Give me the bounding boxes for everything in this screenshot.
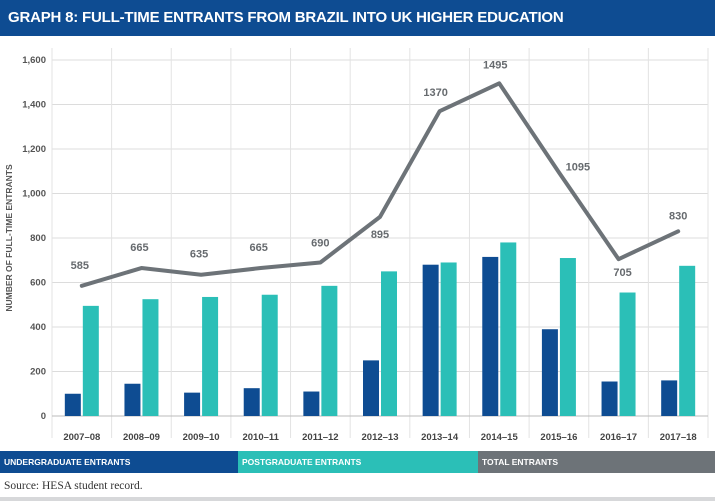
x-tick-label: 2013–14	[421, 432, 459, 443]
legend-item: POSTGRADUATE ENTRANTS	[238, 451, 478, 473]
legend-item: TOTAL ENTRANTS	[478, 451, 715, 473]
source-note: Source: HESA student record.	[4, 480, 143, 492]
undergraduate-bar	[64, 393, 81, 416]
chart-title: GRAPH 8: FULL-TIME ENTRANTS FROM BRAZIL …	[8, 9, 564, 26]
total-data-label: 585	[71, 260, 89, 272]
postgraduate-bar	[321, 285, 338, 416]
total-data-label: 1370	[423, 87, 447, 99]
legend-item: UNDERGRADUATE ENTRANTS	[0, 451, 238, 473]
chart-area: 0 200 400 600 800 1,000 1,200 1,400 1,600 NUMBER …	[4, 48, 709, 443]
bottom-rule	[0, 497, 715, 501]
title-bar: GRAPH 8: FULL-TIME ENTRANTS FROM BRAZIL …	[0, 0, 715, 36]
x-tick-label: 2014–15	[481, 432, 519, 443]
undergraduate-bar	[303, 391, 320, 416]
y-tick-label: 400	[30, 322, 46, 333]
legend-label: TOTAL ENTRANTS	[482, 457, 559, 467]
total-data-label: 1495	[483, 59, 507, 71]
postgraduate-bar	[202, 296, 219, 416]
postgraduate-bar	[82, 305, 99, 416]
postgraduate-bar	[559, 258, 576, 416]
undergraduate-bar	[601, 381, 618, 416]
y-tick-label: 1,600	[22, 55, 46, 66]
total-data-label: 705	[613, 267, 631, 279]
postgraduate-bar	[261, 294, 278, 416]
total-data-label: 895	[371, 229, 389, 241]
undergraduate-bar	[482, 256, 499, 416]
legend-label: POSTGRADUATE ENTRANTS	[242, 457, 362, 467]
undergraduate-bar	[363, 360, 379, 416]
x-tick-label: 2011–12	[302, 432, 338, 443]
x-tick-label: 2015–16	[540, 432, 577, 443]
total-data-label: 635	[190, 249, 208, 261]
x-tick-label: 2010–11	[242, 432, 279, 443]
y-tick-label: 0	[41, 411, 46, 422]
postgraduate-bar	[381, 271, 397, 416]
x-tick-label: 2017–18	[660, 432, 697, 443]
postgraduate-bar	[440, 262, 457, 416]
postgraduate-bar	[500, 242, 517, 416]
y-tick-label: 1,200	[22, 144, 46, 155]
y-axis-title: NUMBER OF FULL-TIME ENTRANTS	[4, 164, 14, 312]
undergraduate-bar	[184, 392, 201, 416]
x-tick-label: 2007–08	[63, 432, 100, 443]
postgraduate-bar	[142, 299, 159, 416]
undergraduate-bar	[541, 329, 558, 416]
total-data-label: 665	[250, 242, 268, 254]
total-data-label: 830	[669, 210, 687, 222]
postgraduate-bar	[619, 292, 636, 416]
undergraduate-bar	[661, 380, 678, 416]
total-data-label: 690	[311, 237, 329, 249]
x-tick-label: 2008–09	[123, 432, 160, 443]
y-tick-label: 1,000	[22, 189, 46, 200]
y-tick-label: 200	[30, 367, 46, 378]
y-tick-label: 600	[30, 278, 46, 289]
total-data-label: 665	[130, 242, 148, 254]
undergraduate-bar	[422, 264, 439, 416]
x-tick-label: 2009–10	[183, 432, 220, 443]
undergraduate-bar	[124, 383, 141, 416]
x-tick-label: 2012–13	[362, 432, 399, 443]
x-tick-label: 2016–17	[600, 432, 637, 443]
y-tick-label: 1,400	[22, 100, 46, 111]
undergraduate-bar	[243, 388, 260, 416]
y-tick-label: 800	[30, 233, 46, 244]
total-data-label: 1095	[566, 161, 590, 173]
legend-label: UNDERGRADUATE ENTRANTS	[4, 457, 131, 467]
postgraduate-bar	[679, 265, 696, 416]
total-entrants-line	[79, 81, 681, 288]
